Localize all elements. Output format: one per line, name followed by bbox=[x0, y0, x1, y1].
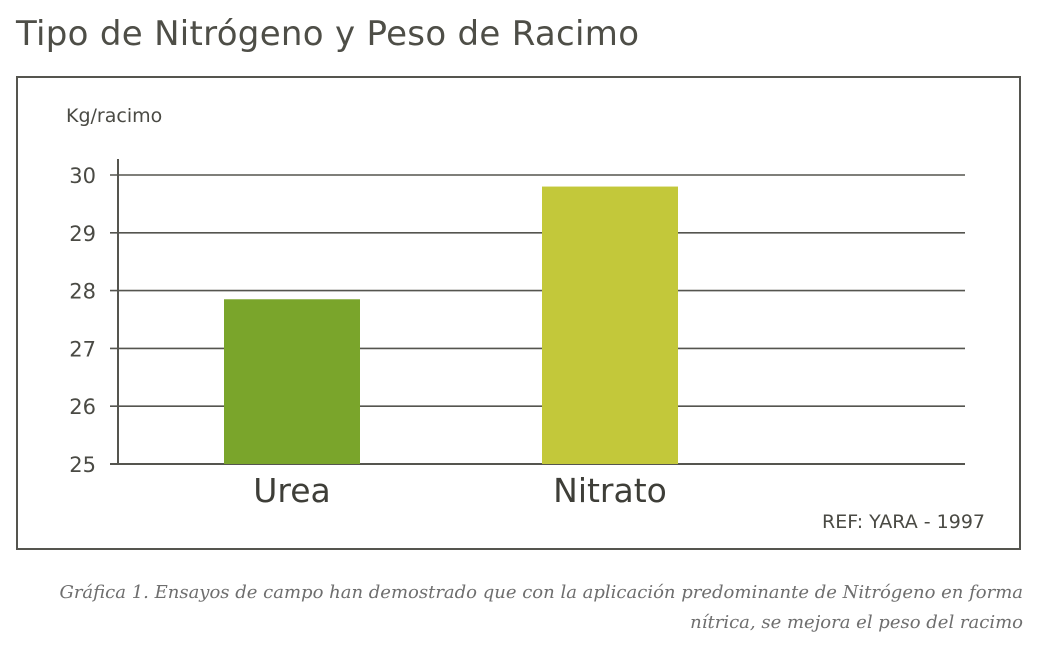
x-category-label: Nitrato bbox=[553, 471, 667, 510]
y-tick-label: 25 bbox=[69, 453, 96, 477]
chart-title: Tipo de Nitrógeno y Peso de Racimo bbox=[16, 14, 640, 54]
reference-label: REF: YARA - 1997 bbox=[822, 511, 985, 533]
y-tick-label: 27 bbox=[69, 337, 96, 361]
bars bbox=[224, 186, 678, 464]
caption-line-2: nítrica, se mejora el peso del racimo bbox=[690, 612, 1023, 633]
bar-urea bbox=[224, 299, 360, 464]
x-category-labels: Urea Nitrato bbox=[253, 471, 667, 510]
caption-line-1: Gráfica 1. Ensayos de campo han demostra… bbox=[59, 582, 1023, 603]
y-axis-label: Kg/racimo bbox=[66, 105, 162, 127]
y-tick-label: 29 bbox=[69, 222, 96, 246]
bar-nitrato bbox=[542, 186, 678, 464]
x-category-label: Urea bbox=[253, 471, 331, 510]
y-tick-label: 28 bbox=[69, 280, 96, 304]
chart-frame bbox=[16, 76, 1021, 550]
y-tick-label: 26 bbox=[69, 395, 96, 419]
y-tick-label: 30 bbox=[69, 164, 96, 188]
bar-chart: Kg/racimo 25 26 27 28 29 30 Urea Nitrato REF: … bbox=[66, 105, 985, 533]
y-tick-labels: 25 26 27 28 29 30 bbox=[69, 164, 96, 477]
figure-caption: Gráfica 1. Ensayos de campo han demostra… bbox=[13, 578, 1023, 638]
